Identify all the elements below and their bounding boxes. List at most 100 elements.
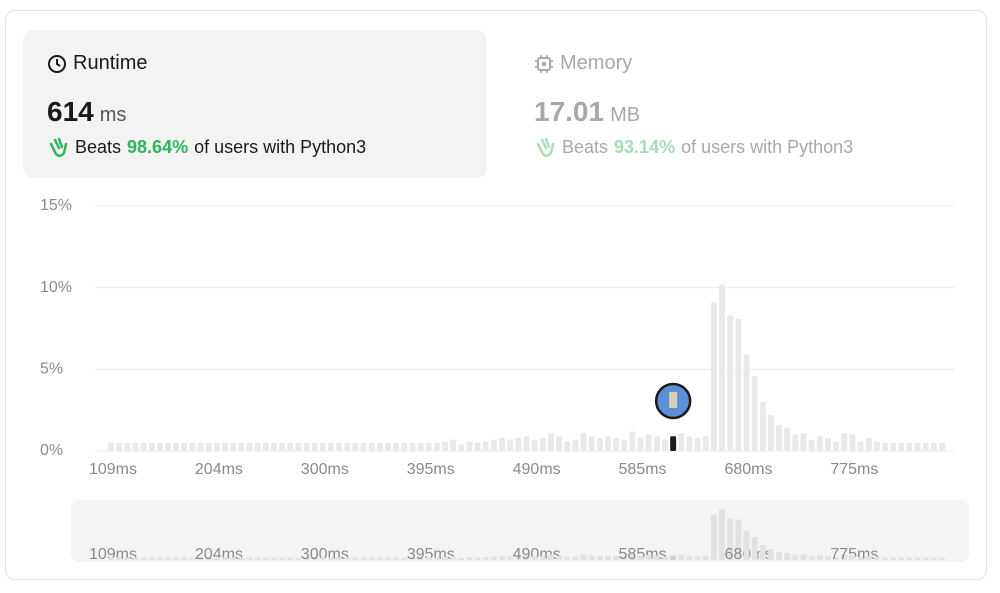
bar <box>531 439 538 451</box>
bar <box>930 442 937 451</box>
overview-bar <box>450 556 457 560</box>
bar <box>824 437 831 451</box>
percent: 98.64% <box>127 136 189 157</box>
y-tick-label: 15% <box>40 197 72 214</box>
bar <box>279 442 286 451</box>
bar <box>621 439 628 451</box>
overview-bar <box>767 549 774 560</box>
bar <box>523 436 530 451</box>
overview-bar <box>409 557 416 560</box>
overview-bar <box>360 557 367 560</box>
overview-bar <box>678 554 685 560</box>
overview-bar <box>368 557 375 560</box>
overview-bar <box>759 545 766 560</box>
bar <box>156 442 163 451</box>
x-tick-label: 585ms <box>619 461 667 478</box>
overview-bar <box>124 557 131 560</box>
bar <box>230 442 237 451</box>
overview-bar <box>751 537 758 560</box>
bar <box>914 442 921 451</box>
bar <box>564 441 571 451</box>
runtime-card[interactable]: Runtime 614 ms Beats 98.64% of users with P… <box>23 30 487 178</box>
bar <box>539 437 546 451</box>
overview-bar <box>270 557 277 560</box>
overview-bar <box>303 557 310 560</box>
overview-bar <box>344 557 351 560</box>
overview-bar <box>906 557 913 560</box>
memory-card[interactable]: Memory 17.01 MB Beats 93.14% of users with … <box>510 30 974 178</box>
overview-bar <box>165 557 172 560</box>
overview-bar <box>808 556 815 560</box>
bar <box>898 442 905 451</box>
bar <box>474 442 481 451</box>
bar <box>645 434 652 451</box>
overview-bar <box>482 557 489 560</box>
bar <box>173 442 180 451</box>
overview-bar <box>596 556 603 560</box>
overview-bar <box>686 555 693 560</box>
bar <box>124 442 131 451</box>
bar <box>181 442 188 451</box>
overview-bar <box>621 556 628 560</box>
bar <box>499 437 506 451</box>
overview-bar <box>564 557 571 560</box>
overview-bar <box>442 557 449 560</box>
bar <box>808 439 815 451</box>
bar <box>873 441 880 451</box>
bar <box>189 442 196 451</box>
overview-bar <box>254 557 261 560</box>
overview-bar <box>890 557 897 560</box>
bar <box>336 442 343 451</box>
bar <box>311 442 318 451</box>
bar <box>556 436 563 451</box>
overview-bar <box>588 555 595 560</box>
bar <box>702 436 709 451</box>
overview-bar <box>670 555 677 560</box>
overview-bar <box>222 557 229 560</box>
overview-bar <box>490 556 497 560</box>
bar <box>458 444 465 451</box>
overview-bar <box>694 556 701 560</box>
bar <box>857 441 864 451</box>
overview-bar <box>148 557 155 560</box>
overview-bar <box>710 514 717 560</box>
bar <box>694 437 701 451</box>
overview-bar <box>776 552 783 560</box>
overview-bar <box>311 557 318 560</box>
bar <box>368 442 375 451</box>
bar <box>433 442 440 451</box>
overview-bar <box>401 557 408 560</box>
overview-bar <box>531 556 538 560</box>
bar <box>450 439 457 451</box>
bar <box>922 442 929 451</box>
bar <box>401 442 408 451</box>
bar <box>148 442 155 451</box>
overview-bar <box>376 557 383 560</box>
bar <box>352 442 359 451</box>
bar <box>849 434 856 451</box>
panel <box>5 10 987 580</box>
overview-bar <box>914 557 921 560</box>
x-tick-label: 109ms <box>89 461 137 478</box>
overview-bar <box>743 530 750 560</box>
bar <box>490 439 497 451</box>
bar <box>743 354 750 451</box>
overview-bar <box>238 557 245 560</box>
bar <box>767 415 774 451</box>
bar <box>303 442 310 451</box>
bar <box>295 442 302 451</box>
bar <box>327 442 334 451</box>
overview-bar <box>922 557 929 560</box>
overview-bar <box>433 557 440 560</box>
overview-bar <box>939 557 945 560</box>
value: 614 <box>47 96 94 127</box>
overview-bar <box>393 557 400 560</box>
overview-bar <box>613 556 620 560</box>
bar <box>116 442 123 451</box>
bar <box>841 433 848 451</box>
bar <box>686 436 693 451</box>
overview-bar <box>719 509 726 560</box>
overview-label: 775ms <box>830 546 878 563</box>
overview-bar <box>499 556 506 560</box>
overview-bar <box>792 555 799 560</box>
